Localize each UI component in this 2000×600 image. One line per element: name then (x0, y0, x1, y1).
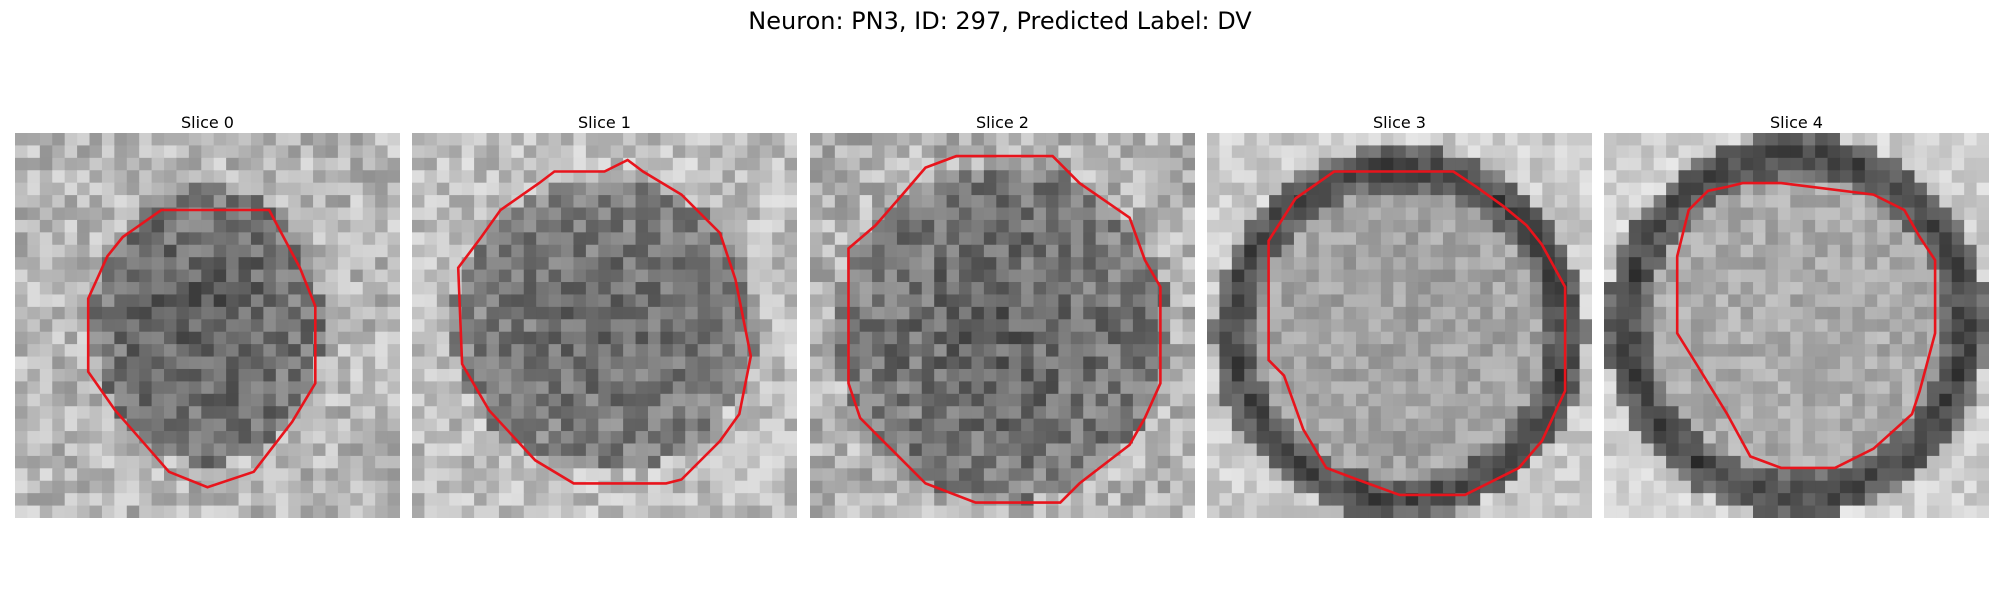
slice-title-3: Slice 3 (1373, 113, 1426, 132)
em-texture (412, 133, 797, 518)
segmentation-contour (456, 158, 753, 485)
slice-title-0: Slice 0 (181, 113, 234, 132)
slice-image-0 (15, 133, 400, 518)
em-texture (1207, 133, 1592, 518)
em-texture (810, 133, 1195, 518)
slice-title-1: Slice 1 (578, 113, 631, 132)
slice-image-2 (810, 133, 1195, 518)
slice-image-3 (1207, 133, 1592, 518)
slice-panel-4: Slice 4 (1604, 113, 1989, 518)
slice-panel-1: Slice 1 (412, 113, 797, 518)
slice-title-4: Slice 4 (1770, 113, 1823, 132)
em-texture (1604, 133, 1989, 518)
slice-panel-3: Slice 3 (1207, 113, 1592, 518)
em-texture (15, 133, 400, 518)
slice-image-4 (1604, 133, 1989, 518)
segmentation-contour (86, 208, 317, 489)
segmentation-contour (1267, 170, 1567, 497)
slice-title-2: Slice 2 (976, 113, 1029, 132)
slice-panel-0: Slice 0 (15, 113, 400, 518)
slice-panel-2: Slice 2 (810, 113, 1195, 518)
slice-image-1 (412, 133, 797, 518)
segmentation-contour (847, 154, 1162, 504)
segmentation-contour (1675, 181, 1937, 470)
figure-title: Neuron: PN3, ID: 297, Predicted Label: D… (748, 7, 1252, 35)
